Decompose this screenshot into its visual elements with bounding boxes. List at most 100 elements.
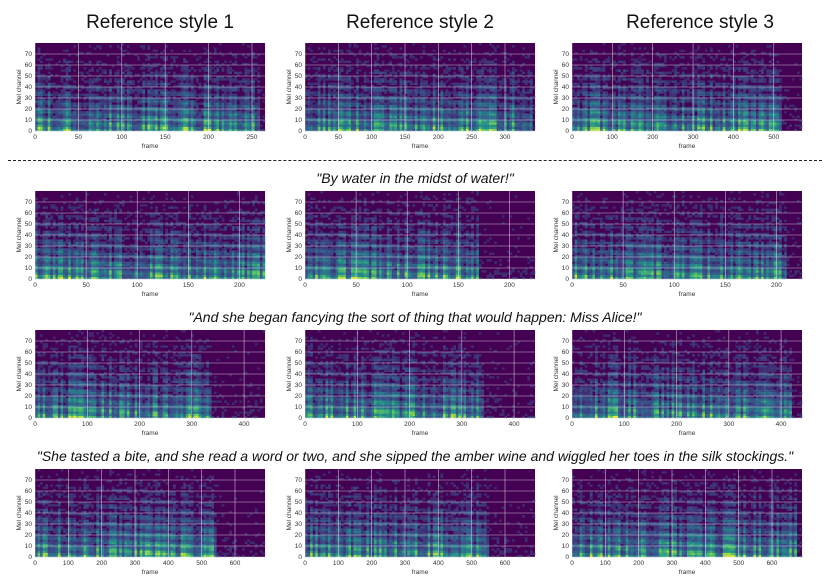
heatmap-cell (86, 71, 89, 74)
heatmap-cell (322, 89, 326, 92)
heatmap-cell (466, 126, 469, 129)
heatmap-cell (572, 93, 575, 96)
heatmap-cell (47, 91, 51, 94)
heatmap-cell (353, 126, 357, 129)
heatmap-cell (363, 100, 367, 103)
heatmap-cell (47, 76, 51, 79)
heatmap-cell (494, 47, 497, 50)
heatmap-cell (412, 56, 416, 59)
heatmap-cell (236, 84, 240, 88)
heatmap-cell (119, 62, 123, 66)
heatmap-cell (37, 102, 41, 105)
heatmap-cell (519, 73, 523, 77)
heatmap-cell (394, 73, 398, 77)
heatmap-cell (86, 113, 89, 116)
heatmap-cell (178, 115, 181, 118)
heatmap-cell (180, 80, 184, 83)
heatmap-cell (213, 120, 217, 123)
heatmap-cell (366, 126, 370, 129)
heatmap-cell (196, 78, 199, 81)
heatmap-cell (524, 109, 528, 112)
heatmap-cell (577, 113, 580, 116)
heatmap-cell (448, 69, 451, 72)
heatmap-cell (345, 115, 349, 118)
heatmap-cell (127, 111, 130, 114)
heatmap-cell (514, 113, 518, 116)
heatmap-cell (132, 124, 135, 127)
heatmap-cell (310, 126, 313, 129)
heatmap-cell (417, 115, 421, 118)
heatmap-cell (322, 98, 326, 101)
heatmap-cell (379, 65, 382, 68)
heatmap-cell (239, 126, 243, 129)
heatmap-cell (224, 104, 227, 107)
heatmap-cell (587, 60, 591, 63)
heatmap-cell (239, 95, 243, 99)
heatmap-cell (312, 93, 316, 96)
heatmap-cell (239, 102, 243, 105)
heatmap-cell (435, 91, 439, 94)
heatmap-cell (142, 80, 146, 83)
heatmap-cell (368, 122, 372, 125)
heatmap-cell (180, 69, 184, 72)
heatmap-cell (45, 80, 48, 83)
heatmap-cell (50, 73, 54, 77)
heatmap-cell (527, 76, 531, 79)
heatmap-cell (206, 93, 209, 96)
heatmap-cell (338, 78, 341, 81)
heatmap-cell (203, 60, 207, 63)
heatmap-cell (399, 56, 403, 59)
heatmap-cell (312, 115, 316, 118)
heatmap-cell (224, 124, 227, 127)
heatmap-cell (252, 54, 255, 57)
heatmap-cell (420, 104, 423, 107)
heatmap-cell (618, 106, 621, 110)
heatmap-cell (524, 124, 528, 127)
heatmap-cell (160, 69, 163, 72)
heatmap-cell (216, 91, 220, 94)
heatmap-cell (224, 95, 227, 99)
heatmap-cell (234, 102, 238, 105)
heatmap-cell (394, 91, 398, 94)
heatmap-cell (150, 115, 153, 118)
heatmap-cell (320, 51, 324, 55)
heatmap-cell (420, 111, 423, 114)
heatmap-cell (432, 128, 436, 132)
heatmap-cell (443, 71, 446, 74)
heatmap-cell (422, 102, 426, 105)
heatmap-cell (257, 104, 261, 107)
heatmap-cell (379, 100, 382, 103)
heatmap-cell (376, 113, 380, 116)
heatmap-cell (432, 87, 436, 90)
heatmap-cell (221, 93, 225, 96)
heatmap-cell (63, 84, 66, 88)
heatmap-cell (584, 126, 588, 129)
heatmap-cell (463, 87, 467, 90)
heatmap-cell (185, 128, 189, 132)
heatmap-cell (440, 65, 444, 68)
heatmap-cell (432, 98, 436, 101)
heatmap-cell (381, 120, 385, 123)
heatmap-cell (340, 67, 344, 70)
heatmap-cell (501, 60, 505, 63)
heatmap-cell (333, 100, 336, 103)
heatmap-cell (589, 115, 593, 118)
heatmap-cell (524, 98, 528, 101)
heatmap-cell (589, 126, 593, 129)
heatmap-cell (124, 93, 128, 96)
heatmap-cell (458, 117, 462, 121)
heatmap-cell (595, 87, 598, 90)
heatmap-cell (381, 122, 385, 125)
heatmap-cell (150, 80, 153, 83)
heatmap-cell (618, 69, 621, 72)
heatmap-cell (602, 69, 606, 72)
heatmap-cell (147, 100, 151, 103)
heatmap-cell (623, 69, 626, 72)
heatmap-cell (618, 60, 621, 63)
heatmap-cell (213, 87, 217, 90)
heatmap-cell (83, 93, 87, 96)
heatmap-cell (499, 115, 502, 118)
heatmap-cell (504, 60, 508, 63)
heatmap-cell (175, 124, 179, 127)
heatmap-cell (476, 78, 479, 81)
